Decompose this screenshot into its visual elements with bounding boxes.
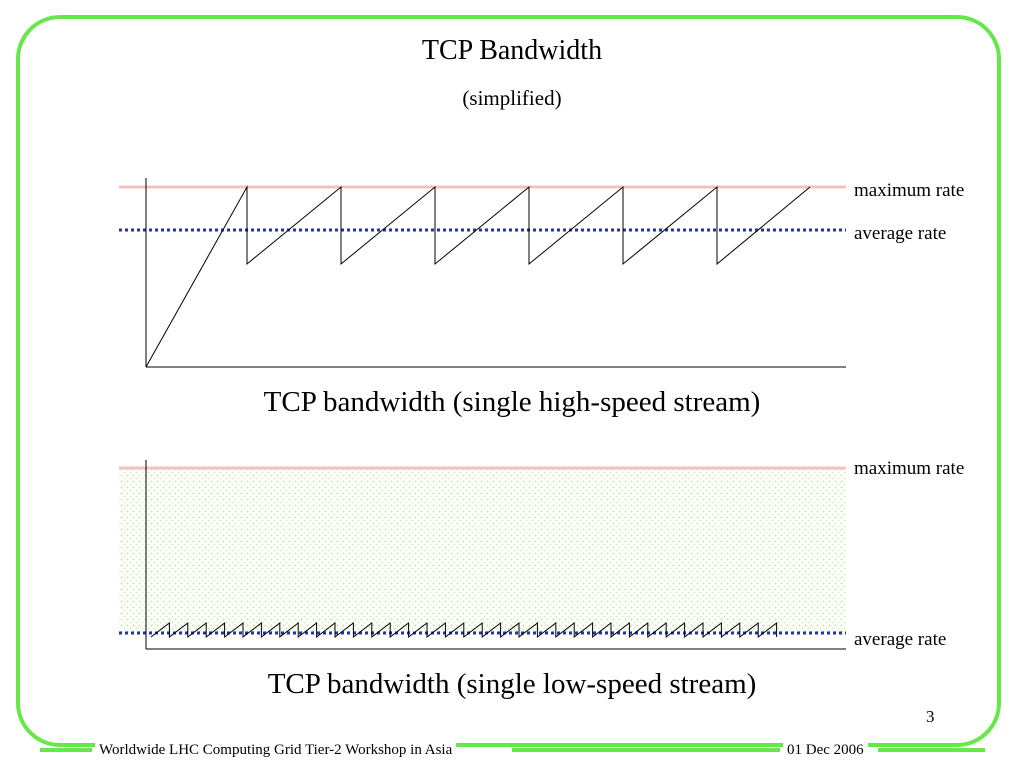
bandwidth-sawtooth — [145, 185, 811, 368]
low-speed-diagram — [119, 460, 846, 650]
high-speed-diagram — [119, 178, 846, 368]
caption-low-speed: TCP bandwidth (single low-speed stream) — [267, 668, 757, 700]
slide-frame — [16, 15, 1001, 747]
page-number: 3 — [926, 707, 935, 726]
avg-rate-label-top: average rate — [854, 223, 947, 244]
slide-subtitle: (simplified) — [462, 86, 562, 110]
max-rate-label-bottom: maximum rate — [854, 458, 965, 479]
max-rate-label-top: maximum rate — [854, 180, 965, 201]
unused-capacity-area — [119, 469, 846, 632]
footer-left: Worldwide LHC Computing Grid Tier-2 Work… — [95, 742, 457, 759]
caption-high-speed: TCP bandwidth (single high-speed stream) — [263, 386, 761, 418]
avg-rate-label-bottom: average rate — [854, 629, 947, 650]
footer-right: 01 Dec 2006 — [783, 742, 868, 759]
bandwidth-sawtooth — [150, 621, 778, 639]
slide-title: TCP Bandwidth — [421, 35, 603, 66]
